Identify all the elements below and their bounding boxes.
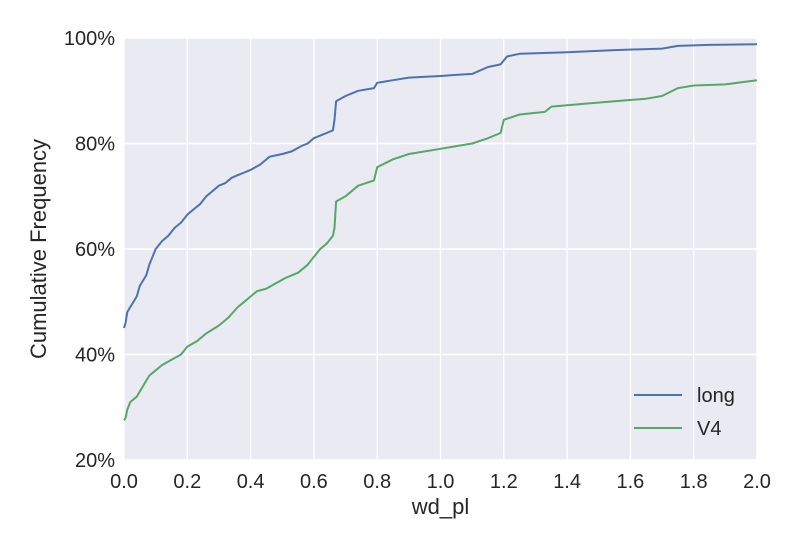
series-line-v4 <box>123 79 758 421</box>
y-axis-label: Cumulative Frequency <box>26 139 51 359</box>
x-tick-label: 0.4 <box>237 471 265 493</box>
legend-label-v4: V4 <box>697 418 721 440</box>
y-tick-label: 20% <box>75 450 115 472</box>
legend: long V4 <box>634 385 735 440</box>
series-line-long <box>123 43 758 329</box>
y-gridlines <box>124 37 757 461</box>
x-tick-label: 2.0 <box>743 471 771 493</box>
x-tick-label: 1.8 <box>680 471 708 493</box>
series-layer <box>123 43 758 421</box>
y-tick-label: 100% <box>64 28 115 50</box>
x-tick-label: 0.2 <box>173 471 201 493</box>
y-tick-label: 40% <box>75 345 115 367</box>
y-tick-labels: 20% 40% 60% 80% 100% <box>64 28 115 472</box>
x-tick-label: 1.2 <box>490 471 518 493</box>
x-tick-label: 1.0 <box>427 471 455 493</box>
x-axis-label: wd_pl <box>411 494 469 519</box>
x-tick-label: 0.0 <box>110 471 138 493</box>
x-tick-labels: 0.0 0.2 0.4 0.6 0.8 1.0 1.2 1.4 1.6 1.8 2.0 <box>110 471 771 493</box>
legend-label-long: long <box>697 385 735 407</box>
x-tick-label: 0.8 <box>363 471 391 493</box>
x-tick-label: 1.6 <box>616 471 644 493</box>
y-tick-label: 60% <box>75 239 115 261</box>
x-tick-label: 0.6 <box>300 471 328 493</box>
y-tick-label: 80% <box>75 134 115 156</box>
x-tick-label: 1.4 <box>553 471 581 493</box>
